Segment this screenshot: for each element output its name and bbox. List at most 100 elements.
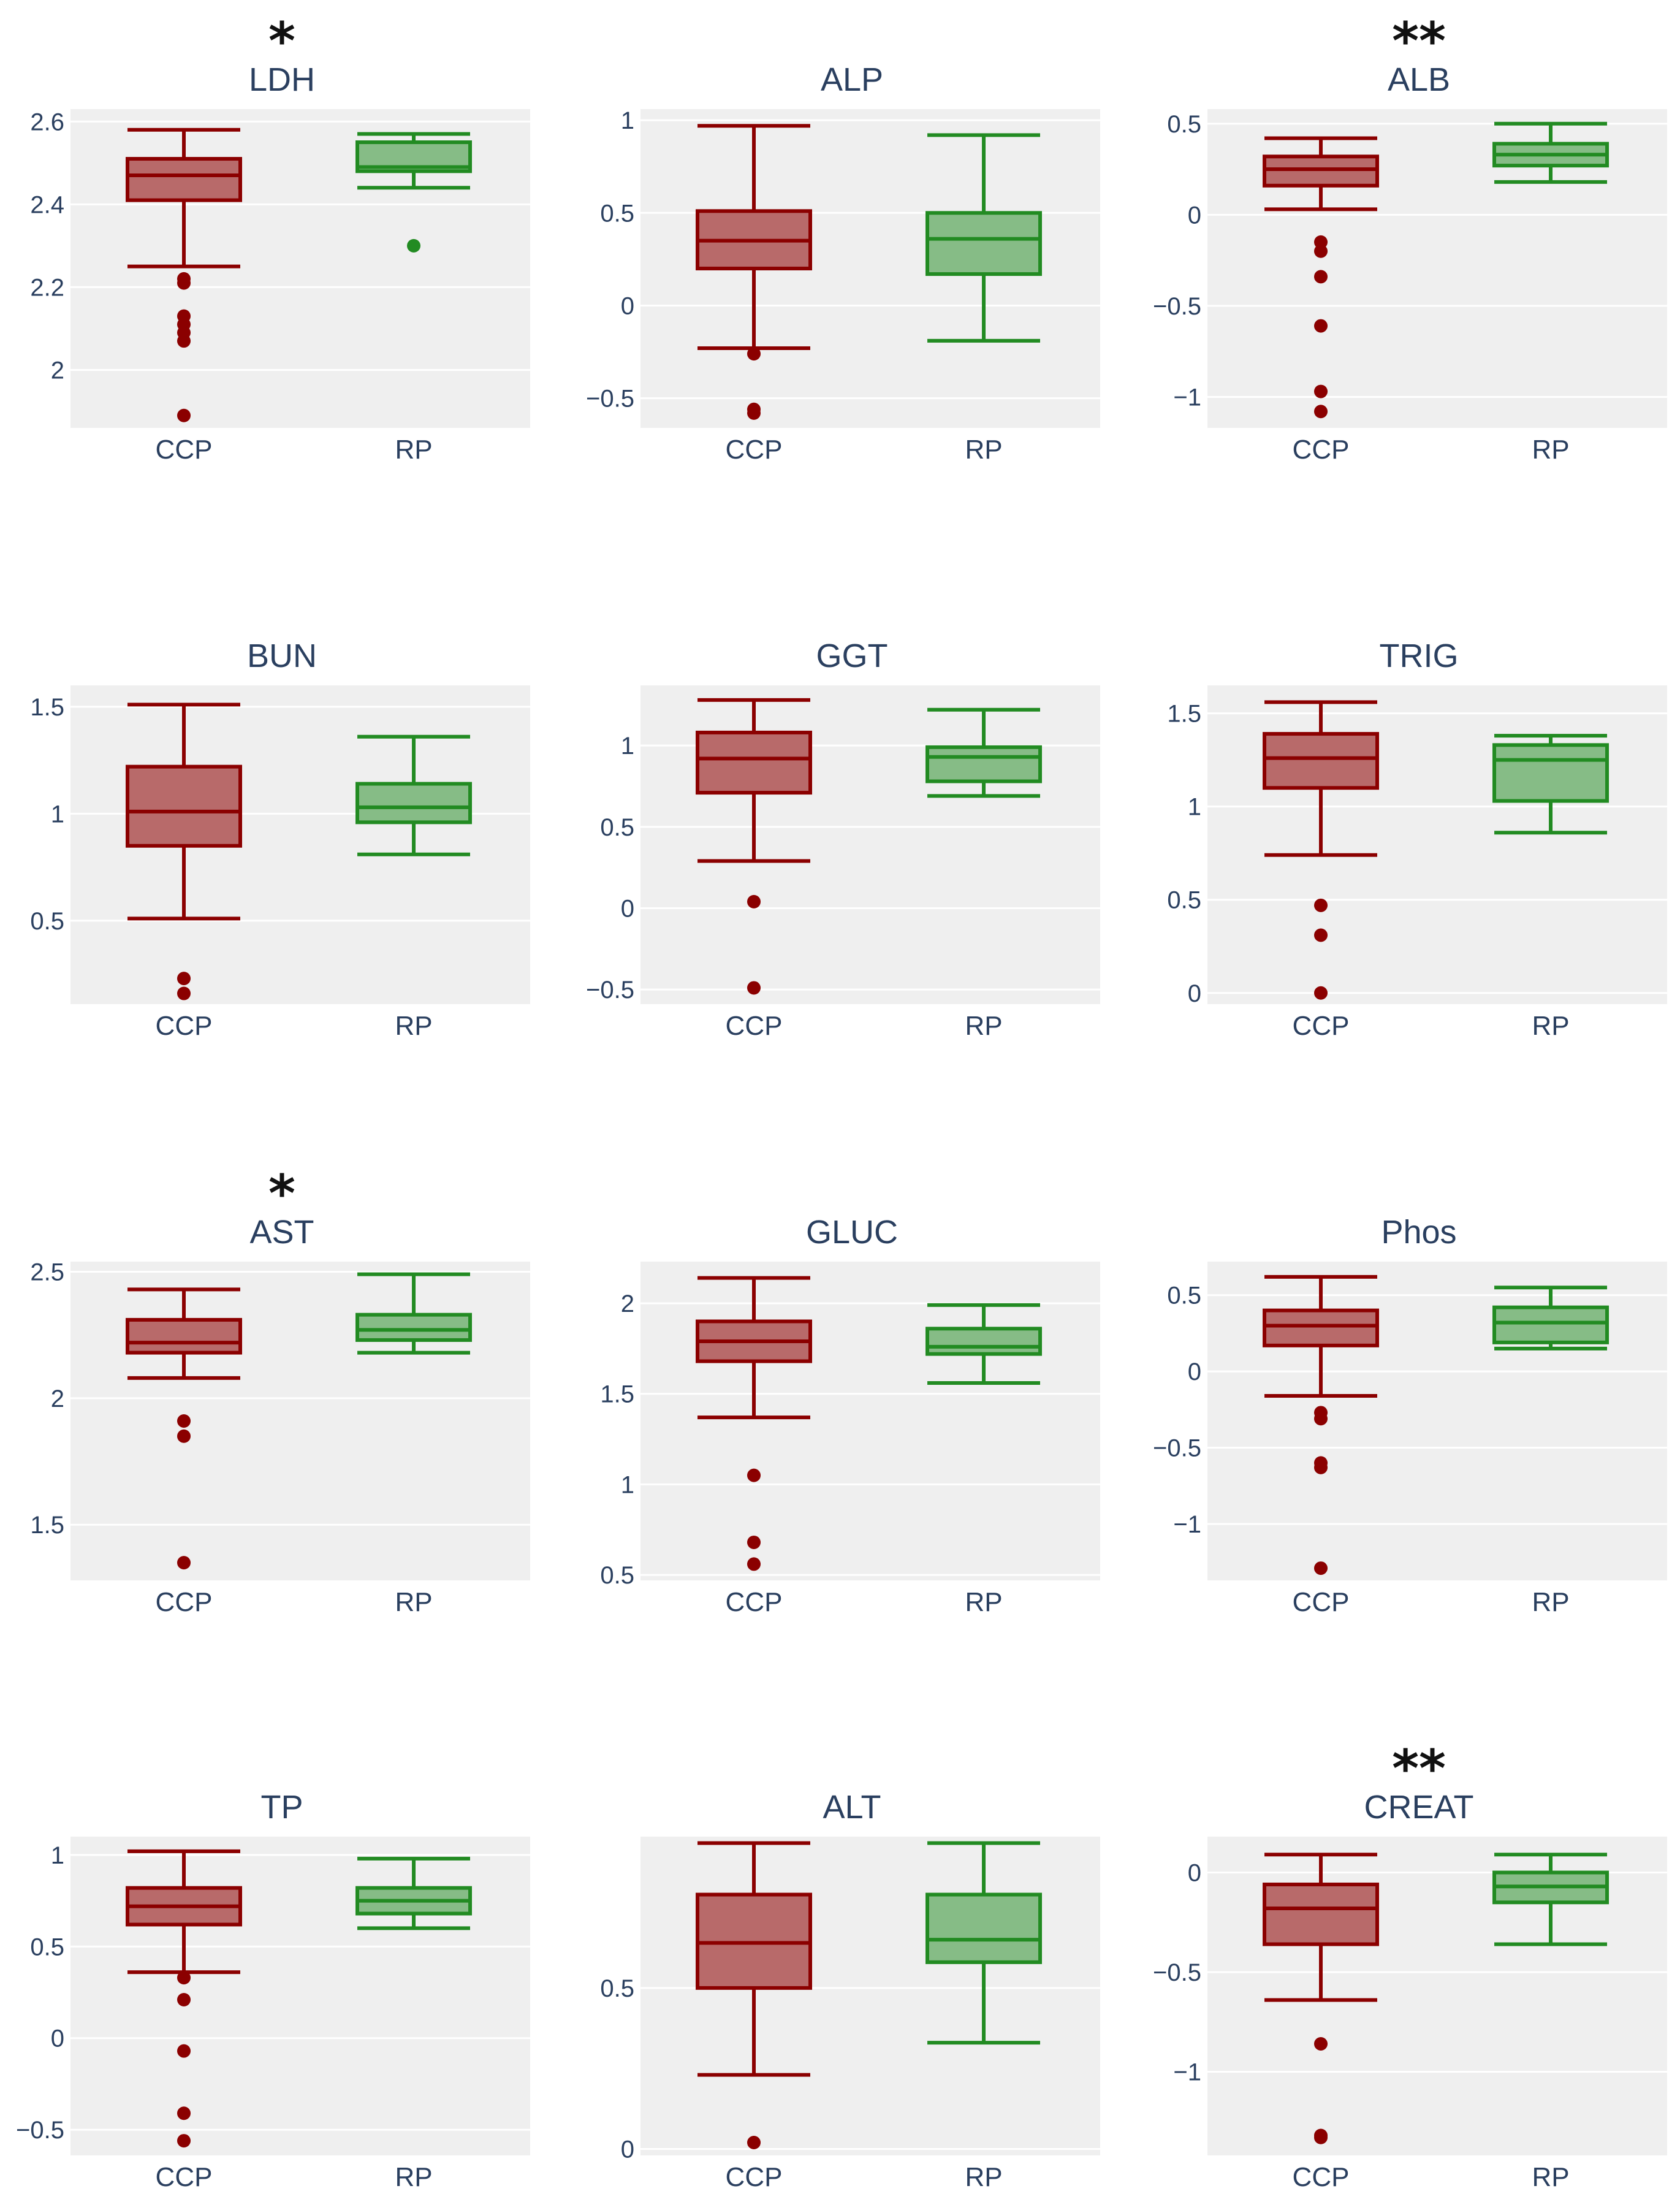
iqr-box [1492,743,1609,803]
y-tick-label: −0.5 [586,386,634,413]
box-rp [355,1272,472,1355]
y-tick-label: 0.5 [30,908,64,935]
y-tick-label: −0.5 [16,2117,64,2144]
outlier-point [177,1414,191,1428]
box-ccp [1263,700,1379,1000]
y-tick-label: 0 [51,2025,64,2052]
outlier-point [177,1992,191,2006]
outlier-point [747,1535,761,1549]
box-ccp [696,698,812,995]
outlier-point [747,1557,761,1571]
outlier-point [177,276,191,290]
panel-trig: 0 0.5 1 1.5 TRIG CCP RP [1167,638,1667,1041]
outlier-point [747,1468,761,1482]
box-ccp [1263,136,1379,419]
iqr-box [126,157,242,202]
significance-marker: * [268,1164,295,1224]
iqr-box [355,1312,472,1342]
x-tick-label: CCP [1293,1011,1350,1041]
y-tick-label: 0.5 [600,1975,634,2002]
box-ccp [696,124,812,420]
y-tick-label: 1 [51,1842,64,1869]
x-tick-label: CCP [156,435,213,465]
x-tick-label: RP [965,2162,1002,2192]
iqr-box [1263,1308,1379,1347]
y-tick-label: 0 [621,2136,634,2163]
y-tick-label: 0 [1188,980,1201,1007]
y-tick-label: 0 [621,292,634,319]
x-tick-label: RP [1532,1011,1569,1041]
panel-ldh: 2 2.2 2.4 2.6 LDH* CCP RP [30,11,530,465]
outlier-point [1314,1460,1328,1474]
panel-title: CREAT [1364,1789,1473,1826]
significance-marker: * [268,11,295,71]
plot-background [640,1837,1100,2155]
significance-marker: ** [1392,1739,1446,1799]
panel-title: ALB [1388,61,1450,98]
panel-title: LDH [249,61,315,98]
outlier-point [1314,986,1328,1000]
x-tick-label: CCP [156,1011,213,1041]
x-tick-label: CCP [156,1587,213,1617]
outlier-point [1314,898,1328,912]
panel-title: TRIG [1380,638,1459,674]
outlier-point [747,981,761,995]
panel-title: ALT [823,1789,881,1826]
y-tick-label: 0 [621,895,634,922]
outlier-point [1314,319,1328,333]
outlier-point [1314,1412,1328,1426]
panel-title: TP [260,1789,303,1826]
y-tick-label: −1 [1173,1511,1201,1538]
outlier-point [1314,1561,1328,1575]
outlier-point [177,986,191,1000]
x-tick-label: CCP [726,435,783,465]
panel-ast: 1.5 2 2.5 AST* CCP RP [30,1164,530,1617]
box-ccp [126,703,242,1000]
outlier-point [747,347,761,361]
outlier-point [1314,244,1328,258]
outlier-point [747,406,761,420]
y-tick-label: 2.2 [30,274,64,301]
y-tick-label: 2.4 [30,191,64,218]
iqr-box [355,782,472,825]
y-tick-label: 0 [1188,202,1201,229]
outlier-point [177,2134,191,2148]
y-tick-label: 0.5 [1167,111,1201,138]
box-rp [1492,1853,1609,1946]
x-tick-label: RP [1532,2162,1569,2192]
y-tick-label: 1.5 [600,1381,634,1408]
box-rp [355,132,472,253]
x-tick-label: RP [395,435,432,465]
outlier-point [1314,405,1328,419]
iqr-box [1263,1883,1379,1946]
box-ccp [696,1276,812,1571]
box-ccp [126,1849,242,2148]
panel-phos: −1 −0.5 0 0.5 Phos CCP RP [1153,1214,1667,1617]
y-tick-label: 1 [51,801,64,828]
panel-title: AST [249,1214,314,1251]
box-ccp [126,128,242,422]
box-rp [926,1841,1042,2045]
y-tick-label: −0.5 [1153,293,1201,320]
box-ccp [1263,1853,1379,2144]
box-rp [926,707,1042,798]
y-tick-label: 2.5 [30,1259,64,1286]
y-tick-label: 0 [1188,1358,1201,1385]
outlier-point [177,1971,191,1985]
y-tick-label: 1 [621,733,634,760]
iqr-box [926,1892,1042,1964]
box-rp [926,133,1042,343]
outlier-point [747,2135,761,2149]
plot-background [640,1262,1100,1580]
x-tick-label: RP [395,1011,432,1041]
y-tick-label: 1 [621,1471,634,1498]
iqr-box [696,730,812,795]
x-tick-label: CCP [726,1011,783,1041]
y-tick-label: 2 [621,1290,634,1317]
y-tick-label: 0 [1188,1860,1201,1887]
y-tick-label: 2 [51,1385,64,1412]
x-tick-label: RP [395,1587,432,1617]
x-tick-label: RP [395,2162,432,2192]
y-tick-label: 0.5 [600,1562,634,1589]
